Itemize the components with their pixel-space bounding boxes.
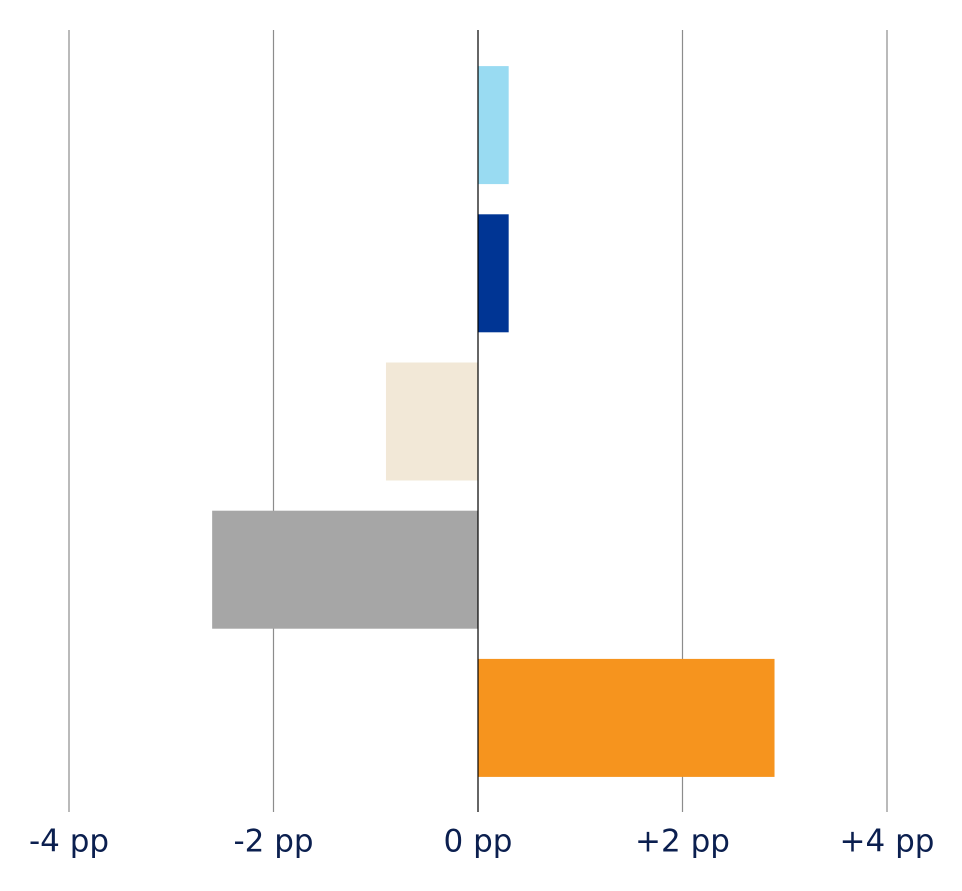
bar: [478, 66, 509, 185]
bar: [478, 658, 775, 777]
x-tick-label: +4 pp: [840, 824, 935, 860]
bar: [212, 510, 478, 629]
bar: [385, 362, 478, 481]
x-tick-label: +2 pp: [635, 824, 730, 860]
x-tick-label: -2 pp: [233, 824, 313, 860]
x-tick-label: -4 pp: [29, 824, 109, 860]
bar: [478, 214, 509, 333]
x-tick-label: 0 pp: [444, 824, 513, 860]
